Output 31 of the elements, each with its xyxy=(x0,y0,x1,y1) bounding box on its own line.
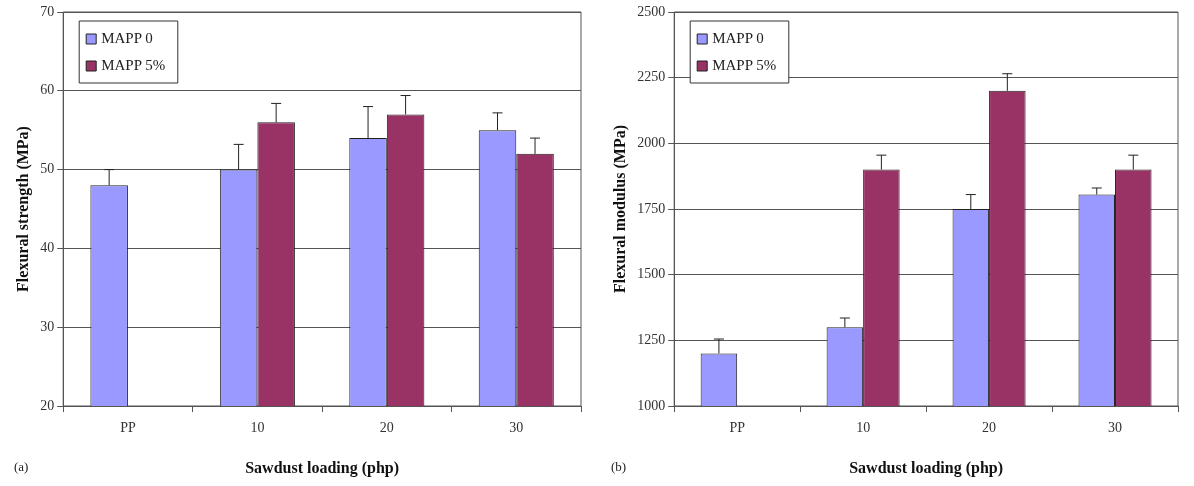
y-axis-title: Flexural modulus (MPa) xyxy=(610,125,629,293)
x-axis-title: Sawdust loading (php) xyxy=(849,458,1004,477)
y-tick-label: 20 xyxy=(40,397,55,413)
x-tick-label: PP xyxy=(729,420,746,436)
x-tick-label: 30 xyxy=(509,420,524,436)
text: (b) xyxy=(611,459,627,475)
y-tick-label: 60 xyxy=(40,82,55,98)
legend-label: MAPP 5% xyxy=(712,56,777,73)
x-tick-label: PP xyxy=(120,420,136,436)
y-axis-title: Flexural strength (MPa) xyxy=(13,126,32,292)
y-tick-label: 50 xyxy=(40,161,55,177)
y-tick-label: 1750 xyxy=(637,200,666,216)
x-tick-label: 20 xyxy=(379,420,394,436)
text: (a) xyxy=(14,459,29,475)
y-tick-label: 30 xyxy=(40,318,55,334)
x-tick-label: 30 xyxy=(1108,420,1123,436)
legend-label: MAPP 5% xyxy=(101,56,166,73)
x-axis-title: Sawdust loading (php) xyxy=(245,458,400,477)
y-tick-label: 1250 xyxy=(637,332,666,348)
legend-label: MAPP 0 xyxy=(101,29,153,46)
x-tick-label: 20 xyxy=(982,420,997,436)
x-tick-label: 10 xyxy=(856,420,871,436)
legend-label: MAPP 0 xyxy=(712,29,764,46)
y-tick-label: 1500 xyxy=(637,266,666,282)
y-tick-label: 1000 xyxy=(637,397,666,413)
y-tick-label: 2500 xyxy=(637,3,666,19)
y-tick-label: 40 xyxy=(40,240,55,256)
y-tick-label: 70 xyxy=(40,3,55,19)
y-tick-label: 2250 xyxy=(637,69,666,85)
x-tick-label: 10 xyxy=(250,420,265,436)
y-tick-label: 2000 xyxy=(637,135,666,151)
